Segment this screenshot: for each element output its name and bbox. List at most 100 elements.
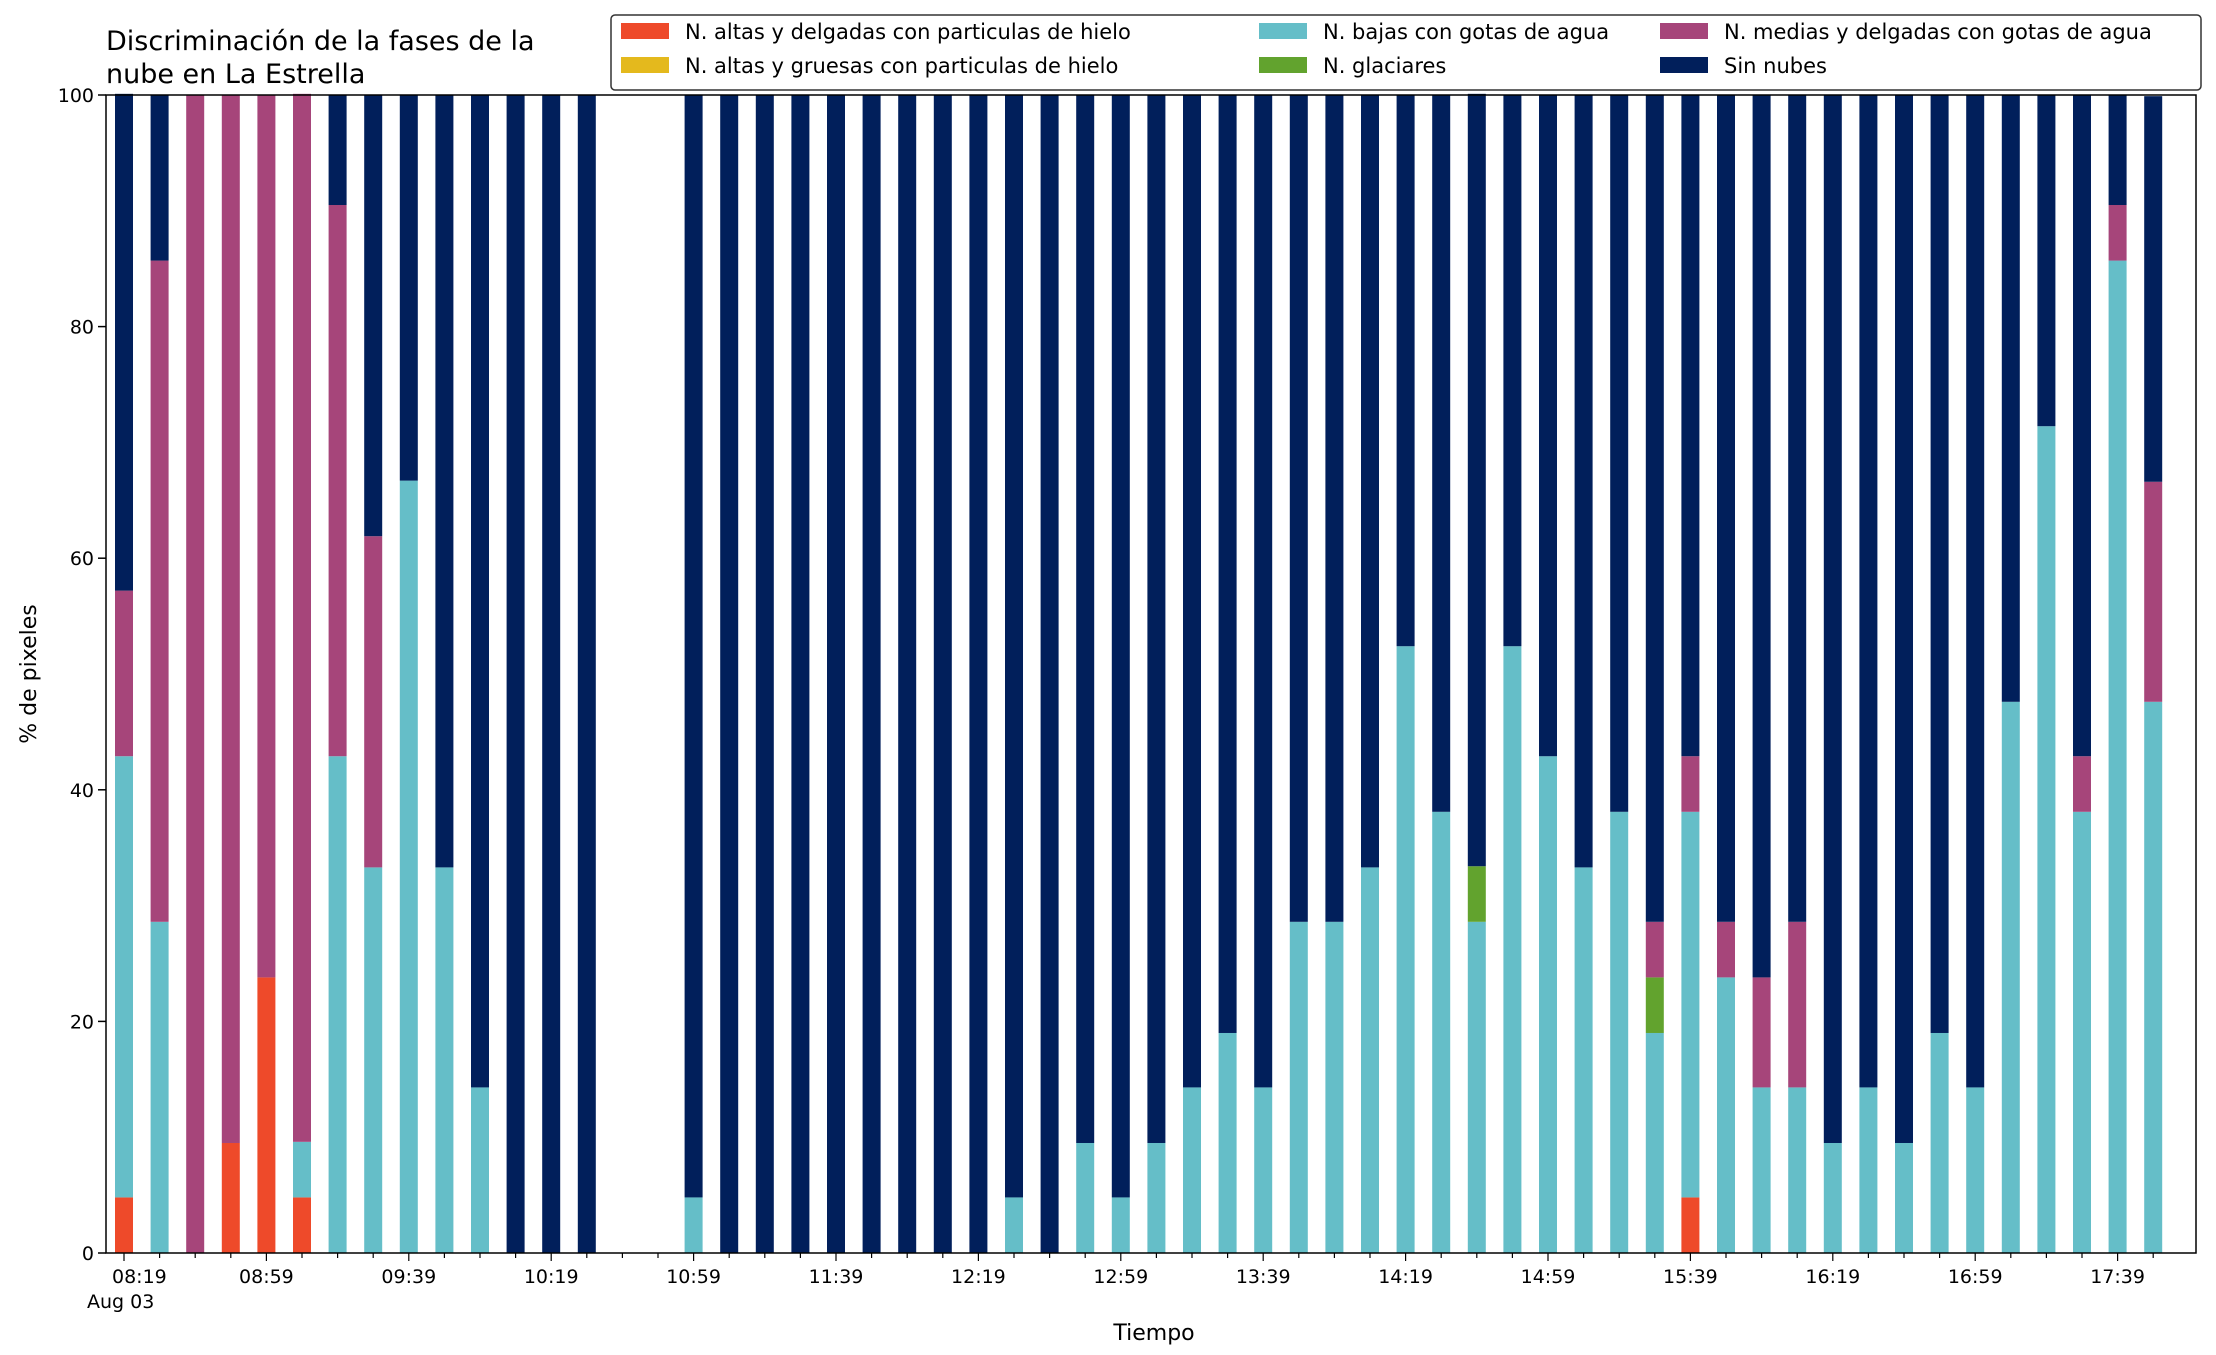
bar-segment-1309-s2 <box>1147 1142 1166 1253</box>
bar-segment-1259-s2 <box>1111 1197 1130 1253</box>
bar-segment-0819-s4 <box>115 590 133 757</box>
legend-swatch <box>621 57 669 73</box>
bar-segment-1649-s5 <box>1930 95 1949 1033</box>
x-tick-label: 14:19 <box>1378 1266 1433 1288</box>
bar-segment-1729-s5 <box>2073 95 2091 757</box>
legend-swatch <box>1259 23 1307 39</box>
bar-segment-0949-s5 <box>435 95 454 868</box>
bar-segment-0929-s5 <box>364 95 383 537</box>
bar-segment-0959-s2 <box>471 1087 489 1253</box>
legend-label: N. altas y gruesas con particulas de hie… <box>685 54 1118 78</box>
bar-segment-1519-s2 <box>1610 811 1629 1253</box>
legend-label: N. medias y delgadas con gotas de agua <box>1724 20 2152 44</box>
bar-segment-1359-s5 <box>1325 95 1344 922</box>
x-tick-label: 10:19 <box>524 1266 579 1288</box>
bar-segment-1429-s2 <box>1432 811 1451 1253</box>
bar-segment-1509-s2 <box>1574 867 1593 1253</box>
y-tick-label: 40 <box>70 780 94 802</box>
bar-segment-0909-s0 <box>293 1197 311 1253</box>
x-tick-label: 11:39 <box>809 1266 864 1288</box>
bar-segment-1249-s5 <box>1076 95 1095 1143</box>
bar-segment-1539-s0 <box>1681 1197 1700 1253</box>
legend-label: N. bajas con gotas de agua <box>1323 20 1609 44</box>
bar-segment-1549-s4 <box>1717 921 1735 978</box>
bar-segment-1719-s5 <box>2037 95 2056 427</box>
bar-segment-1059-s5 <box>684 95 703 1198</box>
bar-segment-1219-s5 <box>969 95 988 1253</box>
bar-segment-1619-s5 <box>1823 95 1842 1143</box>
bar-segment-1259-s5 <box>1111 95 1130 1198</box>
bar-segment-1629-s5 <box>1859 95 1878 1088</box>
bar-segment-1649-s2 <box>1930 1032 1949 1253</box>
bar-segment-1359-s2 <box>1325 921 1344 1253</box>
bar-segment-1549-s2 <box>1717 977 1735 1253</box>
bar-segment-1519-s5 <box>1610 95 1629 812</box>
bar-segment-1059-s2 <box>684 1197 703 1253</box>
bar-segment-1659-s2 <box>1966 1087 1985 1253</box>
bar-segment-1539-s2 <box>1681 811 1700 1198</box>
bar-segment-0919-s5 <box>328 95 347 206</box>
bar-segment-1739-s4 <box>2108 205 2127 261</box>
x-axis: 08:19 08:59 09:39 10:19 10:59 11:39 12:19 12:59… <box>87 1253 2154 1313</box>
y-tick-label: 80 <box>70 317 94 339</box>
bar-segment-1559-s4 <box>1752 977 1771 1088</box>
x-tick-sublabel: Aug 03 <box>87 1291 154 1313</box>
legend-label: N. altas y delgadas con particulas de hi… <box>685 20 1131 44</box>
chart-title-line-2: nube en La Estrella <box>106 59 365 90</box>
x-tick-label: 09:39 <box>381 1266 436 1288</box>
x-tick-label: 12:59 <box>1093 1266 1148 1288</box>
bar-segment-1529-s3 <box>1645 977 1664 1033</box>
bar-segment-0939-s5 <box>399 95 418 481</box>
bar-segment-0939-s2 <box>399 480 418 1253</box>
bar-segment-1619-s2 <box>1823 1142 1842 1253</box>
bar-segment-0959-s5 <box>471 95 489 1088</box>
bar-segment-1149-s5 <box>862 95 881 1253</box>
y-tick-label: 20 <box>70 1011 94 1033</box>
bar-segment-1459-s2 <box>1539 756 1557 1253</box>
bar-segment-1419-s2 <box>1396 646 1415 1253</box>
bar-segment-1329-s5 <box>1218 95 1237 1033</box>
bar-segment-1749-s5 <box>2144 96 2163 482</box>
x-tick-label: 13:39 <box>1236 1266 1291 1288</box>
bar-segment-1709-s5 <box>2001 95 2020 702</box>
bar-segment-1139-s5 <box>827 95 845 1253</box>
x-tick-label: 08:59 <box>239 1266 294 1288</box>
bar-segment-1439-s3 <box>1467 866 1486 922</box>
bar-segment-1529-s2 <box>1645 1032 1664 1253</box>
bar-segment-1009-s5 <box>506 95 525 1253</box>
bar-segment-1029-s5 <box>577 95 596 1253</box>
x-tick-label: 14:59 <box>1521 1266 1576 1288</box>
bar-segment-1449-s2 <box>1503 646 1522 1253</box>
legend-swatch <box>1259 57 1307 73</box>
bar-segment-1449-s5 <box>1503 95 1522 647</box>
x-tick-label: 17:39 <box>2090 1266 2145 1288</box>
bar-segment-1229-s2 <box>1005 1197 1023 1253</box>
legend-swatch <box>621 23 669 39</box>
x-tick-label: 15:39 <box>1663 1266 1718 1288</box>
bar-segment-1459-s5 <box>1539 95 1557 757</box>
bar-segment-1629-s2 <box>1859 1087 1878 1253</box>
bar-segment-1309-s5 <box>1147 95 1166 1143</box>
legend-swatch <box>1660 57 1708 73</box>
bar-segment-1439-s2 <box>1467 921 1486 1253</box>
bar-segment-1419-s5 <box>1396 95 1415 647</box>
bar-segment-0849-s4 <box>221 95 240 1143</box>
legend-box <box>610 14 2202 91</box>
bar-segment-1119-s5 <box>755 95 774 1253</box>
bar-segment-1329-s2 <box>1218 1032 1237 1253</box>
bar-segment-1559-s2 <box>1752 1087 1771 1253</box>
legend: N. altas y delgadas con particulas de hi… <box>610 14 2202 91</box>
bar-segment-1709-s2 <box>2001 701 2020 1253</box>
bar-segment-1249-s2 <box>1076 1142 1095 1253</box>
bar-segment-1539-s5 <box>1681 95 1700 757</box>
y-tick-label: 100 <box>58 85 94 107</box>
bar-segment-1349-s2 <box>1289 921 1308 1253</box>
x-tick-label: 16:59 <box>1948 1266 2003 1288</box>
y-tick-label: 60 <box>70 548 94 570</box>
bar-segment-0829-s5 <box>150 95 169 261</box>
bar-segment-0859-s4 <box>257 95 276 978</box>
bar-segment-1739-s5 <box>2108 95 2127 206</box>
bar-segment-1719-s2 <box>2037 426 2056 1253</box>
bar-segment-0859-s0 <box>257 977 276 1253</box>
bar-segment-1159-s5 <box>898 95 917 1253</box>
